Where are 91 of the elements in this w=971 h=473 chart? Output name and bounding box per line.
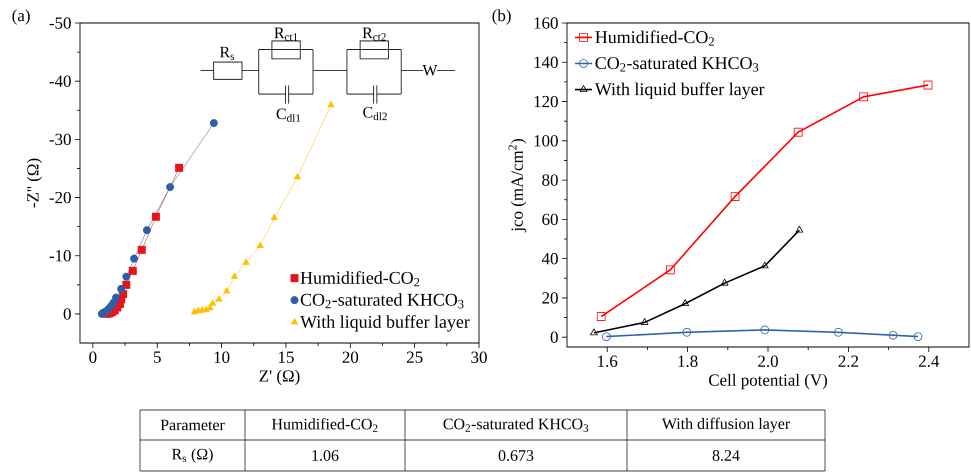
y-tick-label: 80 [542, 174, 558, 186]
point [888, 330, 898, 340]
text: Parameter [160, 420, 225, 430]
x-tick-label: 2.4 [918, 356, 940, 367]
legend-label: With liquid buffer layer [594, 82, 764, 99]
point [122, 272, 130, 281]
point [230, 272, 238, 279]
text: R$_{s}$ (Ω) [172, 448, 213, 463]
chart-title: (a) [12, 9, 30, 25]
text: Humidified-CO$_{2}$ [272, 418, 378, 432]
point [914, 332, 922, 341]
point [834, 328, 843, 337]
legend-label: With liquid buffer layer [300, 315, 470, 332]
legend-label: CO$_{2}$-saturated KHCO$_{3}$ [300, 293, 464, 308]
point [760, 326, 770, 334]
y-axis-title: -Z'' (Ω) [26, 158, 42, 208]
x-tick-label: 1.8 [678, 356, 698, 368]
y-tick-label: 60 [542, 214, 558, 226]
x-axis-title: Z' (Ω) [260, 370, 300, 386]
x-tick-label: 5 [154, 352, 161, 363]
y-tick-label: 0 [64, 308, 71, 320]
y-tick-label: 120 [534, 96, 558, 108]
annotation: R$_{s}$ [220, 46, 234, 60]
x-tick-label: 10 [214, 352, 230, 363]
point [142, 226, 151, 234]
y-tick-label: 20 [542, 292, 558, 304]
y-tick-label: 140 [534, 56, 558, 68]
y-tick-label: -40 [50, 75, 71, 87]
y-tick-label: -10 [50, 250, 71, 262]
point [130, 254, 138, 263]
annotation: C$_{dl2}$ [363, 106, 387, 120]
y-tick-label: 160 [534, 17, 558, 29]
legend-label: Humidified-CO$_{2}$ [300, 271, 420, 286]
legend-label: Humidified-CO$_{2}$ [595, 30, 714, 46]
point [859, 92, 868, 102]
point [794, 128, 803, 137]
y-tick-label: 40 [542, 252, 558, 264]
x-tick-label: 25 [406, 352, 422, 363]
x-tick-label: 0 [89, 352, 96, 363]
point [590, 328, 598, 336]
point [210, 119, 218, 128]
point [924, 80, 932, 90]
text: CO$_{2}$-saturated KHCO$_{3}$ [444, 418, 588, 432]
point [760, 262, 769, 268]
x-tick-label: 20 [342, 352, 358, 363]
text: 1.06 [312, 450, 338, 461]
point [602, 332, 611, 341]
chart-title: (b) [492, 9, 511, 25]
y-tick-label: 100 [534, 135, 558, 147]
x-tick-label: 1.6 [598, 356, 618, 367]
point [640, 318, 648, 325]
y-tick-label: 0 [550, 331, 558, 343]
annotation: R$_{ct1}$ [274, 28, 298, 41]
point [666, 265, 675, 274]
point [209, 299, 216, 306]
annotation: R$_{ct2}$ [362, 28, 386, 41]
x-tick-label: 15 [278, 352, 294, 363]
point [138, 246, 146, 254]
point [256, 242, 264, 248]
x-axis-title: Cell potential (V) [708, 374, 828, 390]
point [327, 101, 334, 108]
point [216, 295, 223, 302]
point [294, 173, 302, 180]
y-tick-label: -30 [50, 134, 71, 146]
point [112, 294, 120, 302]
point [681, 299, 690, 306]
text: With diffusion layer [662, 418, 790, 432]
point [270, 214, 278, 220]
y-tick-label: -20 [50, 192, 71, 204]
annotation: C$_{dl1}$ [276, 108, 300, 122]
point [166, 183, 174, 192]
legend-label: CO$_{2}$-saturated KHCO$_{3}$ [596, 56, 758, 72]
point [720, 278, 728, 286]
y-tick-label: -50 [50, 17, 71, 29]
point [128, 266, 137, 275]
x-tick-label: 2.2 [838, 356, 858, 367]
point [152, 212, 160, 221]
point [175, 164, 184, 172]
text: 0.673 [498, 450, 534, 461]
point [682, 328, 692, 337]
annotation: W [422, 65, 438, 76]
x-tick-label: 30 [471, 352, 487, 363]
y-axis-title: jco (mA/cm$^{2}$) [508, 139, 526, 232]
point [596, 312, 606, 321]
point [730, 192, 740, 201]
point [242, 258, 250, 265]
text: 8.24 [712, 450, 740, 461]
point [117, 284, 126, 293]
point [223, 287, 230, 294]
x-tick-label: 2.0 [758, 356, 778, 368]
point [796, 226, 804, 233]
